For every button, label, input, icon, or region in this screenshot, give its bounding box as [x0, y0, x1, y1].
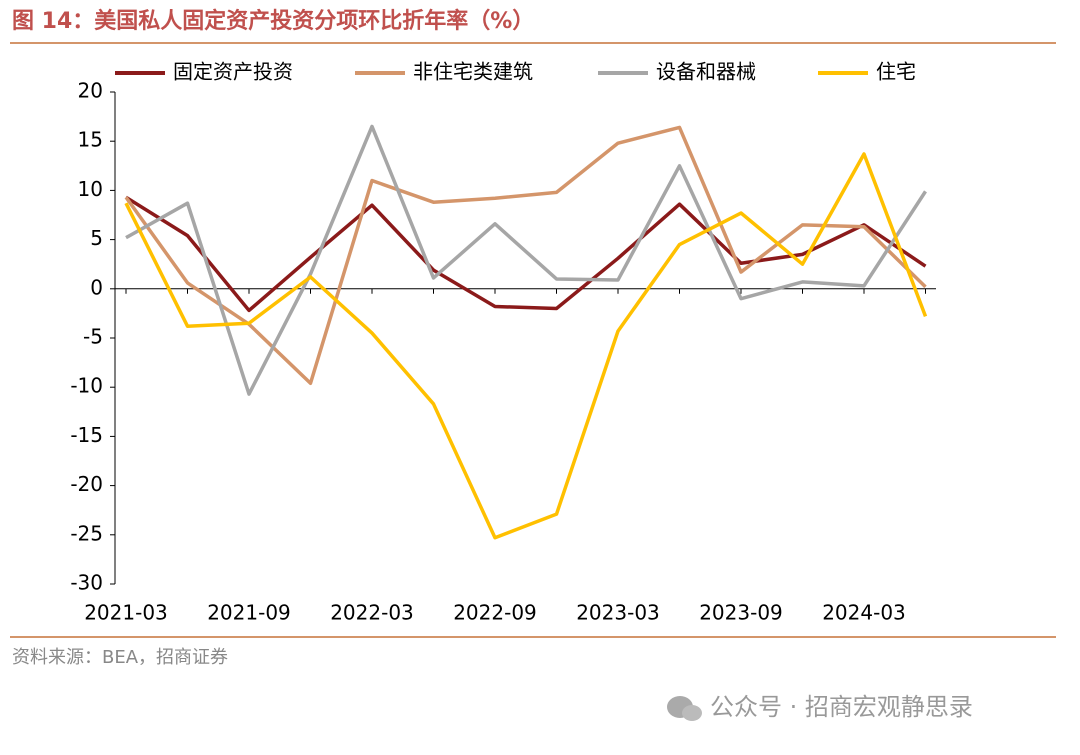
- source: 资料来源：BEA，招商证券: [12, 647, 228, 668]
- y-tick-label: 10: [78, 177, 103, 201]
- series-line: [124, 152, 928, 540]
- y-tick-label: -5: [83, 325, 103, 349]
- legend-label: 住宅: [876, 60, 916, 84]
- x-tick-label: 2023-03: [576, 601, 660, 625]
- y-tick-label: 15: [78, 128, 103, 152]
- x-tick-label: 2021-03: [84, 601, 168, 625]
- x-tick-label: 2023-09: [699, 601, 783, 625]
- y-tick-label: -20: [70, 472, 103, 496]
- watermark: 公众号 · 招商宏观静思录: [710, 693, 973, 721]
- legend-label: 非住宅类建筑: [413, 60, 533, 84]
- y-tick-label: 0: [90, 275, 103, 299]
- x-tick-label: 2024-03: [822, 601, 906, 625]
- legend-label: 固定资产投资: [173, 60, 293, 84]
- y-tick-label: -15: [70, 423, 103, 447]
- y-tick-label: -10: [70, 374, 103, 398]
- x-tick-label: 2022-03: [330, 601, 414, 625]
- x-tick-label: 2022-09: [453, 601, 537, 625]
- y-tick-label: -25: [70, 521, 103, 545]
- y-tick-label: 5: [90, 226, 103, 250]
- x-tick-label: 2021-09: [207, 601, 291, 625]
- series-line: [124, 125, 927, 386]
- chart-title: 图 14：美国私人固定资产投资分项环比折年率（%）: [12, 8, 534, 34]
- y-tick-label: -30: [70, 571, 103, 595]
- watermark-icon: [667, 696, 702, 721]
- y-tick-label: 20: [78, 79, 103, 103]
- series-line: [125, 124, 927, 396]
- series-line: [125, 195, 927, 313]
- legend-label: 设备和器械: [656, 60, 756, 84]
